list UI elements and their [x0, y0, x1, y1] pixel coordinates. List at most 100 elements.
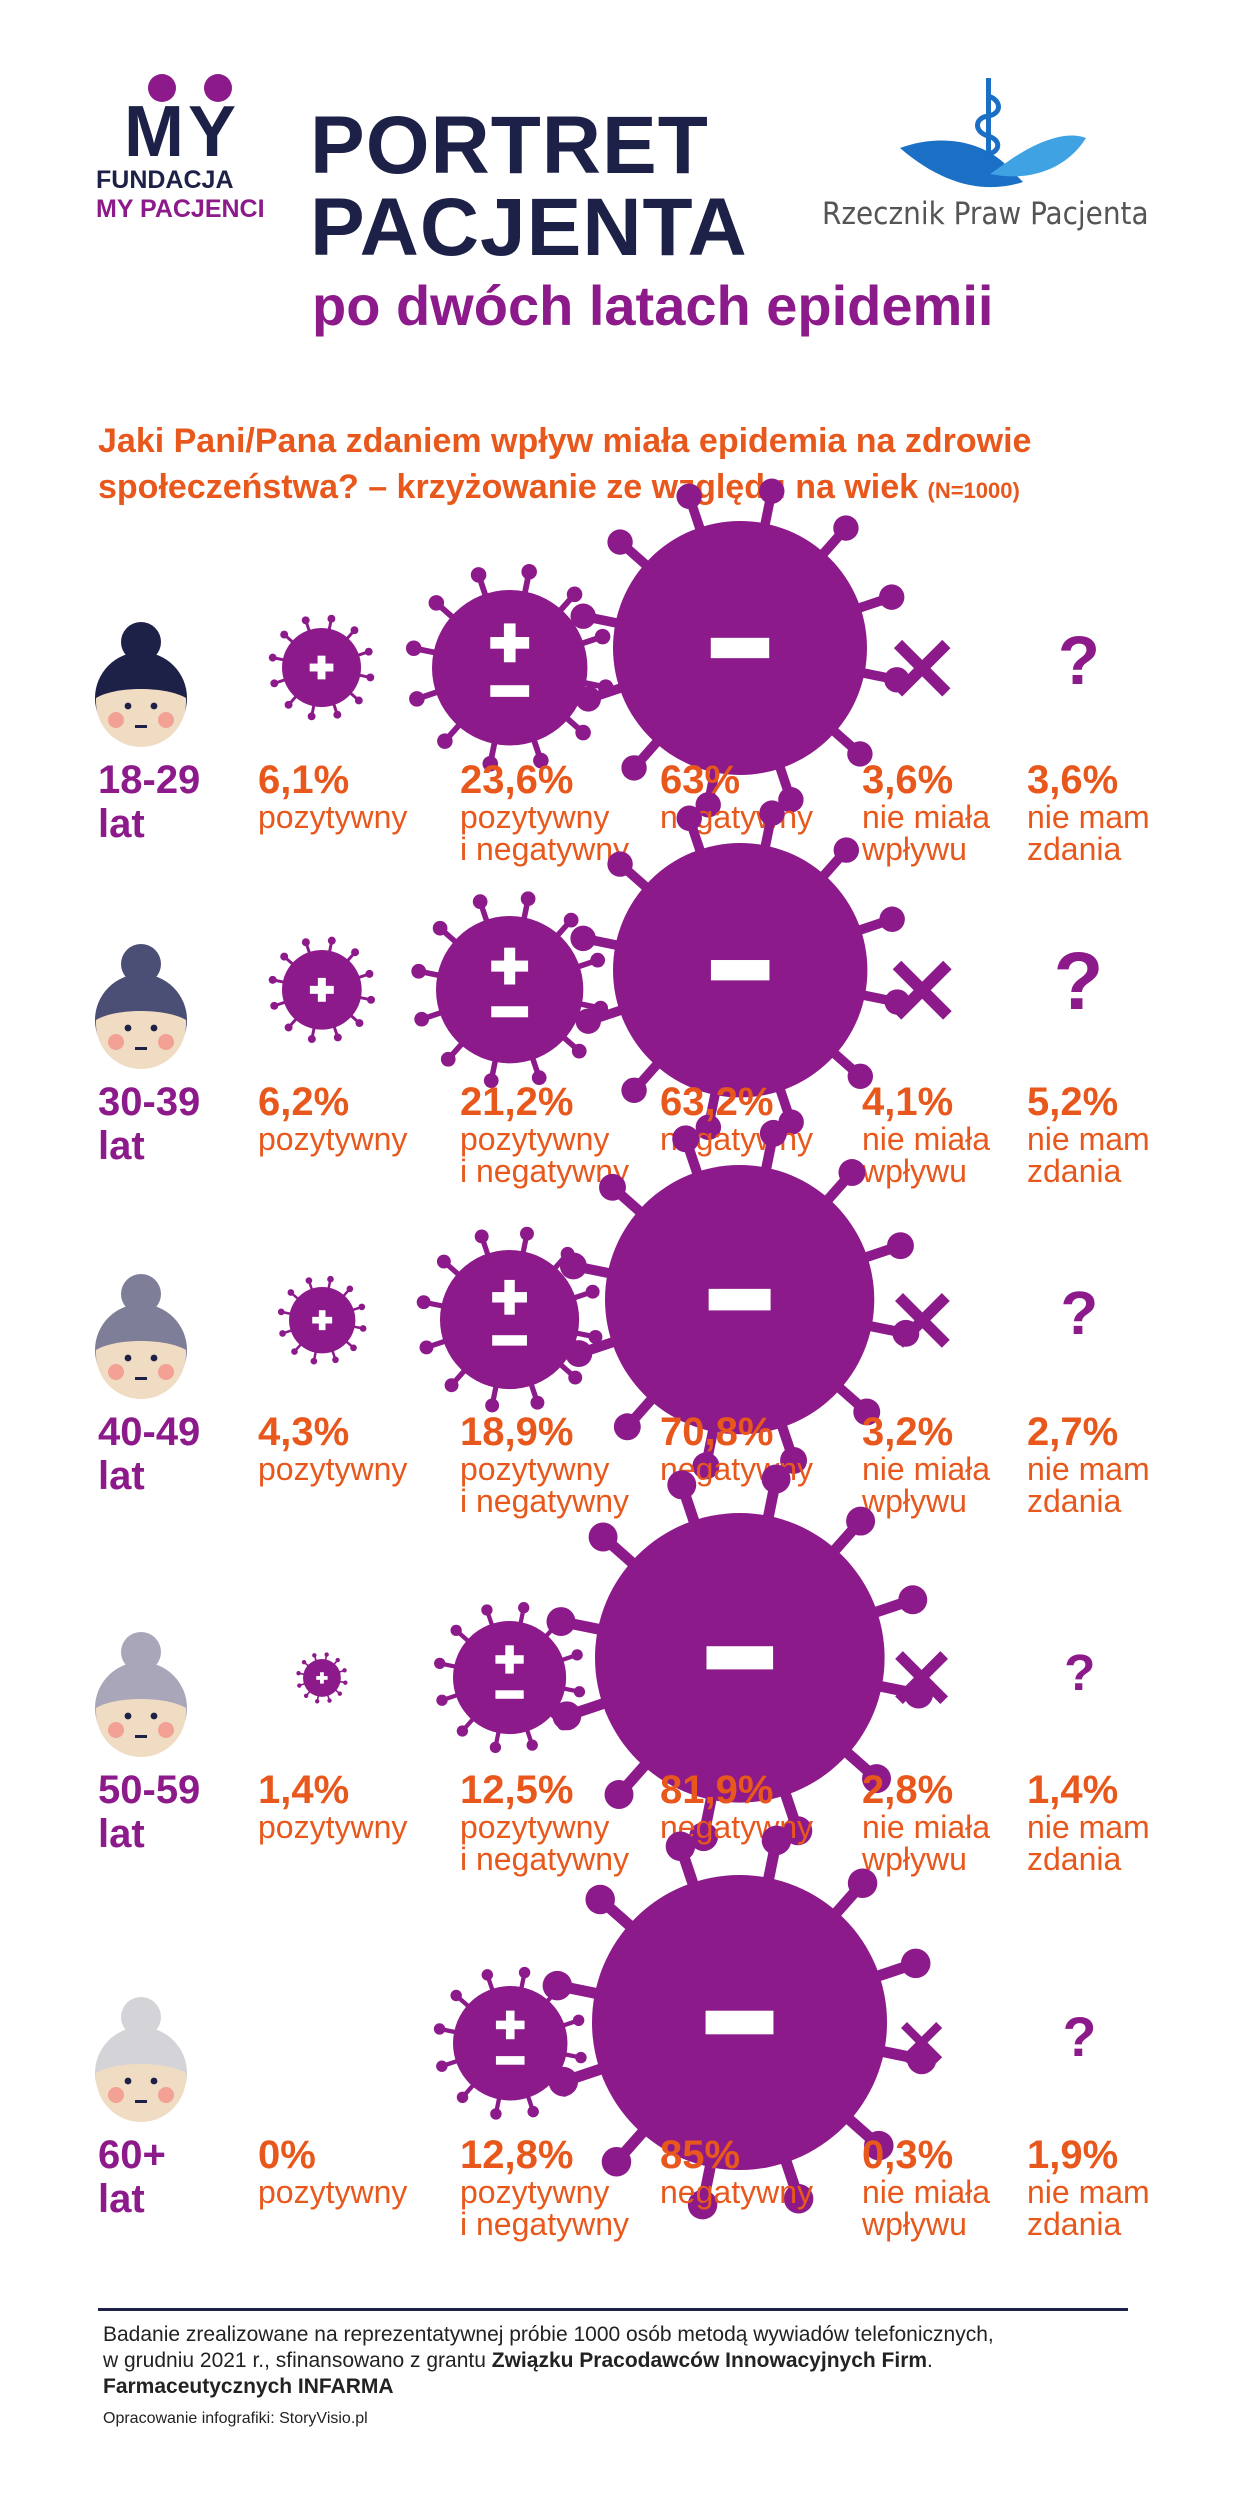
row-3-no_effect-value: 2,8%	[862, 1768, 954, 1812]
age-unit-0: lat	[98, 802, 145, 846]
row-2-no_opinion-label-1: zdania	[1027, 1483, 1122, 1519]
row-1-negative-virus-icon	[570, 800, 910, 1140]
row-4-no_effect-value: 0,3%	[862, 2133, 954, 2177]
row-3-no_opinion-question-icon: ?	[1064, 1644, 1096, 1702]
age-label-3: 50-59	[98, 1768, 201, 1812]
row-3-positive-label-0: pozytywny	[258, 1809, 408, 1845]
age-label-1: 30-39	[98, 1080, 201, 1124]
footer-sponsor1: Związku Pracodawców Innowacyjnych Firm	[491, 2349, 928, 2372]
row-0-no_effect-value: 3,6%	[862, 758, 954, 802]
row-4-no_effect-label-0: nie miała	[862, 2174, 991, 2210]
row-1-no_opinion-question-icon: ?	[1053, 936, 1104, 1028]
row-4-negative-label-0: negatywny	[660, 2174, 813, 2210]
row-3-negative-value: 81,9%	[660, 1768, 774, 1812]
row-1-mixed-label-0: pozytywny	[460, 1121, 610, 1157]
age-unit-2: lat	[98, 1454, 145, 1498]
age-unit-4: lat	[98, 2177, 145, 2221]
row-2-negative-value: 70,8%	[660, 1410, 774, 1454]
row-2-no_opinion-label-0: nie mam	[1027, 1451, 1150, 1487]
row-3-no_effect-cross-icon	[895, 1651, 949, 1705]
question-line1: Jaki Pani/Pana zdaniem wpływ miała epide…	[98, 422, 1032, 460]
row-3-mixed-label-1: i negatywny	[460, 1841, 629, 1877]
row-3-no_effect-label-0: nie miała	[862, 1809, 991, 1845]
row-1-mixed-virus-icon	[411, 891, 609, 1089]
row-4-no_opinion-question-icon: ?	[1062, 2005, 1097, 2068]
row-0-no_opinion-label-1: zdania	[1027, 831, 1122, 867]
row-4-no_effect-label-1: wpływu	[862, 2206, 967, 2242]
row-1-positive-label-0: pozytywny	[258, 1121, 408, 1157]
footer-line2: w grudniu 2021 r., sfinansowano z grantu	[103, 2349, 486, 2372]
row-2-positive-value: 4,3%	[258, 1410, 350, 1454]
row-3-no_effect-label-1: wpływu	[862, 1841, 967, 1877]
row-3-positive-value: 1,4%	[258, 1768, 350, 1812]
row-2-mixed-label-1: i negatywny	[460, 1483, 629, 1519]
row-1-no_effect-value: 4,1%	[862, 1080, 954, 1124]
row-2-positive-virus-icon	[277, 1275, 367, 1365]
brand-logo-mark: MY	[124, 92, 240, 172]
partner-logo-icon	[900, 78, 1086, 188]
row-4-negative-virus-icon	[543, 1826, 937, 2220]
brand-dots	[148, 74, 232, 102]
row-0-no_opinion-question-icon: ?	[1057, 621, 1100, 699]
row-1-mixed-value: 21,2%	[460, 1080, 574, 1124]
row-0-no_effect-label-0: nie miała	[862, 799, 991, 835]
row-2-no_opinion-question-icon: ?	[1060, 1279, 1099, 1349]
footer-line1: Badanie zrealizowane na reprezentatywnej…	[103, 2323, 994, 2346]
row-2-no_effect-cross-icon	[894, 1292, 950, 1348]
brand-dot-left	[148, 74, 176, 102]
row-2-no_effect-label-0: nie miała	[862, 1451, 991, 1487]
row-3-no_opinion-value: 1,4%	[1027, 1768, 1119, 1812]
row-2-no_effect-value: 3,2%	[862, 1410, 954, 1454]
age-label-4: 60+	[98, 2133, 166, 2177]
row-1-no_effect-cross-icon	[892, 960, 952, 1020]
row-0-no_opinion-label-0: nie mam	[1027, 799, 1150, 835]
brand-line1: FUNDACJA	[96, 166, 234, 194]
partner-hand-right	[990, 135, 1086, 177]
row-0-negative-virus-icon	[570, 478, 910, 818]
partner-staff	[986, 78, 991, 170]
age-unit-1: lat	[98, 1124, 145, 1168]
page-subtitle: po dwóch latach epidemii	[312, 274, 994, 337]
footer-period: .	[927, 2349, 933, 2372]
partner-hand-left	[900, 140, 1023, 188]
row-0-mixed-label-1: i negatywny	[460, 831, 629, 867]
row-1-negative-value: 63,2%	[660, 1080, 774, 1124]
row-3-no_opinion-label-1: zdania	[1027, 1841, 1122, 1877]
age-avatar-1	[95, 944, 187, 1069]
row-1-no_opinion-label-0: nie mam	[1027, 1121, 1150, 1157]
footer-divider	[98, 2308, 1128, 2311]
row-4-mixed-virus-icon	[433, 1966, 587, 2120]
age-avatar-0	[95, 622, 187, 747]
footer-sponsor2: Farmaceutycznych INFARMA	[103, 2375, 394, 2398]
row-4-no_opinion-label-1: zdania	[1027, 2206, 1122, 2242]
row-4-no_effect-cross-icon	[901, 2022, 943, 2064]
partner-serpent	[975, 93, 1001, 157]
age-avatar-4	[95, 1997, 187, 2122]
page-title-line1: PORTRET	[310, 100, 709, 191]
age-avatar-3	[95, 1632, 187, 1757]
row-4-positive-value: 0%	[258, 2133, 316, 2177]
age-avatar-2	[95, 1274, 187, 1399]
row-3-mixed-value: 12,5%	[460, 1768, 574, 1812]
row-1-no_effect-label-1: wpływu	[862, 1153, 967, 1189]
row-4-no_opinion-value: 1,9%	[1027, 2133, 1119, 2177]
row-2-no_effect-label-1: wpływu	[862, 1483, 967, 1519]
row-1-positive-value: 6,2%	[258, 1080, 350, 1124]
age-label-0: 18-29	[98, 758, 201, 802]
row-1-no_opinion-value: 5,2%	[1027, 1080, 1119, 1124]
row-3-no_opinion-label-0: nie mam	[1027, 1809, 1150, 1845]
row-0-mixed-label-0: pozytywny	[460, 799, 610, 835]
row-0-positive-label-0: pozytywny	[258, 799, 408, 835]
row-0-no_opinion-value: 3,6%	[1027, 758, 1119, 802]
row-0-negative-value: 63%	[660, 758, 741, 802]
row-2-mixed-virus-icon	[417, 1227, 603, 1413]
page-title-line2: PACJENTA	[310, 182, 748, 273]
row-3-mixed-label-0: pozytywny	[460, 1809, 610, 1845]
row-0-mixed-value: 23,6%	[460, 758, 574, 802]
row-0-no_effect-label-1: wpływu	[862, 831, 967, 867]
age-label-2: 40-49	[98, 1410, 201, 1454]
row-4-positive-label-0: pozytywny	[258, 2174, 408, 2210]
age-unit-3: lat	[98, 1812, 145, 1856]
row-2-mixed-value: 18,9%	[460, 1410, 574, 1454]
row-2-mixed-label-0: pozytywny	[460, 1451, 610, 1487]
